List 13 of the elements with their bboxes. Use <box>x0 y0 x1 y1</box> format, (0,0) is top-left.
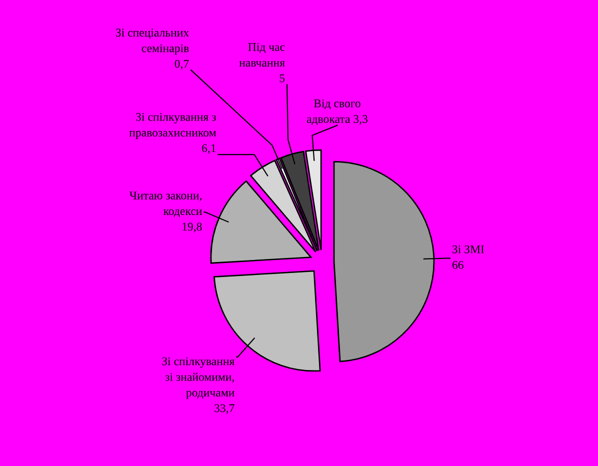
slice-label: Зі спілкування зі знайомими, родичами <box>162 357 234 399</box>
slice-label: Читаю закони, кодекси <box>130 192 202 218</box>
data-label: 0,7 <box>174 60 189 70</box>
data-label: 5 <box>280 74 285 82</box>
slice-label: Зі спілкування з правозахисником <box>129 112 216 139</box>
slice-label: Від свого адвоката 3,3 <box>306 99 368 126</box>
data-label: 66 <box>452 260 464 269</box>
data-label: 6,1 <box>202 144 216 154</box>
slice-label: Зі спеціальних семінарів <box>116 28 189 55</box>
data-label: 19,8 <box>182 222 202 232</box>
slice-label: Зі ЗМІ <box>452 245 484 254</box>
data-label: 33,7 <box>214 404 234 414</box>
slice-label: Під час навчання <box>239 43 285 67</box>
